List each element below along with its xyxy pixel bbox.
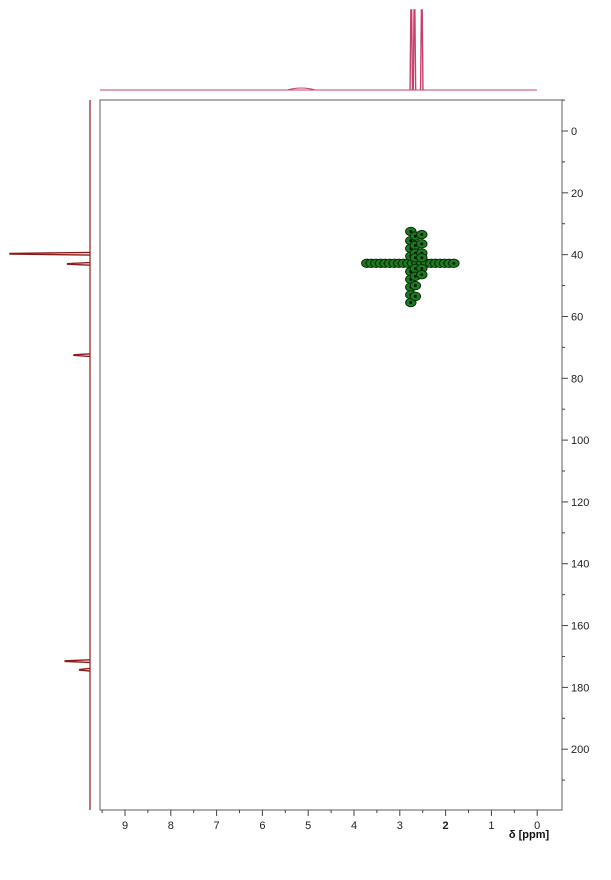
cross-peak-center [452,261,456,265]
carbon-projection-peak [66,261,91,266]
y-tick-label: 60 [571,311,583,323]
y-tick-label: 40 [571,250,583,262]
carbon-projection-peak [64,659,91,664]
cross-peak-group [361,226,460,308]
x-tick-label: 9 [122,820,128,832]
proton-projection-peak [287,87,316,91]
carbon-projection [9,100,91,810]
y-axis: 0 20 40 60 80 100 120 140 160 180 200 [562,99,589,781]
cross-peak-center [420,267,424,271]
proton-projection-peak [419,9,424,91]
y-tick-label: 200 [571,744,589,756]
y-tick-label: 80 [571,373,583,385]
x-tick-label: 2 [443,820,449,832]
x-tick-label: 3 [397,820,403,832]
y-tick-label: 0 [571,126,577,138]
cross-peak-center [420,233,424,237]
cross-peak-center [413,234,417,238]
x-tick-label: 4 [351,820,357,832]
x-tick-label: 5 [305,820,311,832]
cross-peak-center [420,273,424,277]
carbon-projection-peak [9,251,91,256]
y-tick-label: 140 [571,559,589,571]
cross-peak-center [420,242,424,246]
cross-peak-center [413,243,417,247]
y-tick-label: 100 [571,435,589,447]
carbon-projection-peak [78,667,91,672]
cross-peak-center [409,239,413,243]
x-tick-label: 0 [534,820,540,832]
x-tick-label: 7 [214,820,220,832]
carbon-projection-peak [73,353,91,358]
cross-peak-center [413,284,417,288]
x-tick-label: 1 [488,820,494,832]
x-axis-title: δ [ppm] [509,829,550,841]
x-axis: 9 8 7 6 5 4 3 2 1 0 [101,810,540,832]
proton-projection-peak [409,9,414,91]
cross-peak-center [413,267,417,271]
proton-projection [100,9,537,91]
y-tick-label: 160 [571,621,589,633]
cross-peak-center [413,274,417,278]
cross-peak-center [409,301,413,305]
plot-frame [99,99,563,811]
y-tick-label: 20 [571,188,583,200]
cross-peak-center [413,256,417,260]
cross-peak-center [420,256,424,260]
y-tick-label: 180 [571,682,589,694]
y-tick-label: 120 [571,497,589,509]
x-tick-label: 6 [259,820,265,832]
proton-projection-peak [412,9,417,91]
x-tick-label: 8 [168,820,174,832]
cross-peak-center [409,229,413,233]
cross-peak-center [413,294,417,298]
